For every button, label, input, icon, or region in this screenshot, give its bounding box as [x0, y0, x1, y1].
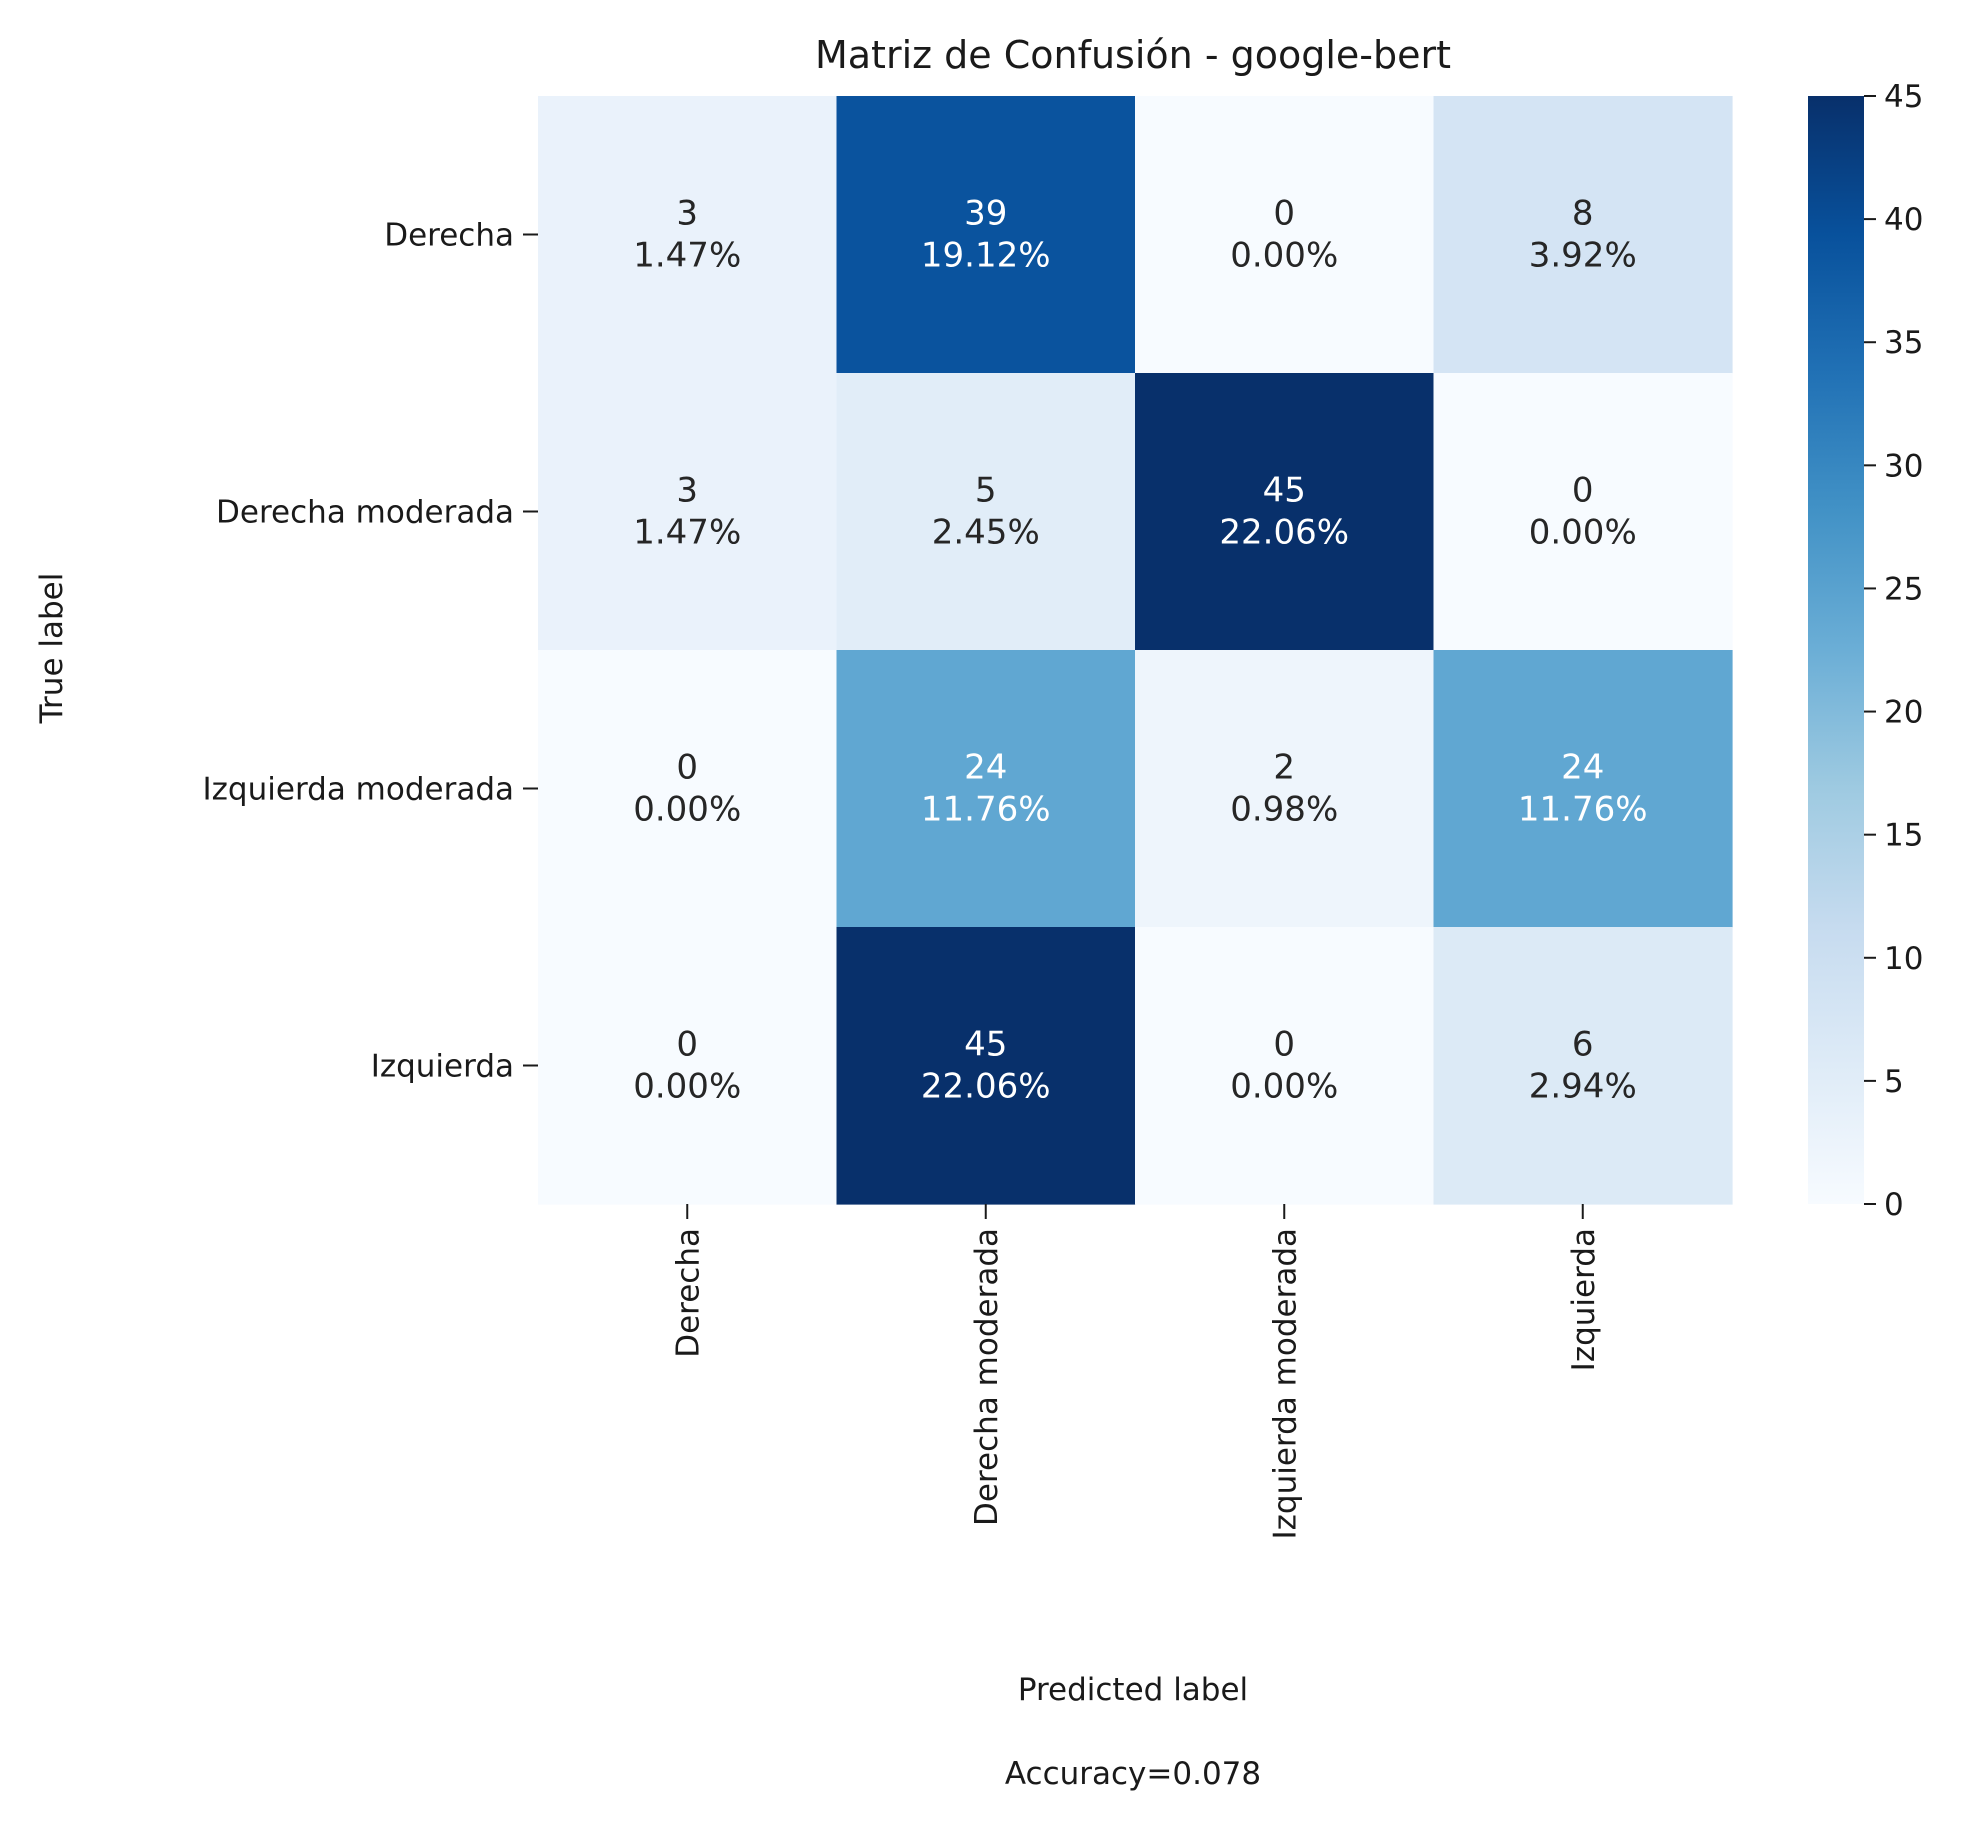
heatmap-cell: 00.00%: [1135, 927, 1435, 1205]
heatmap-cell: 62.94%: [1433, 927, 1733, 1205]
cell-percentage: 0.00%: [1230, 236, 1338, 276]
heatmap-cell: 31.47%: [538, 96, 838, 374]
heatmap-cell-fill: [1433, 650, 1733, 928]
cell-count: 2: [1273, 748, 1295, 788]
heatmap-cell: 20.98%: [1135, 650, 1435, 928]
heatmap-cell: 00.00%: [538, 650, 838, 928]
heatmap-cell-fill: [836, 96, 1136, 374]
x-axis-label: Predicted label: [1018, 1672, 1248, 1708]
heatmap-cell: 00.00%: [1135, 96, 1435, 374]
cell-percentage: 22.06%: [1219, 513, 1349, 553]
heatmap-cell: 52.45%: [836, 373, 1136, 651]
heatmap-cells: 31.47%3919.12%00.00%83.92%31.47%52.45%45…: [538, 96, 1733, 1205]
heatmap-cell-fill: [538, 373, 838, 651]
heatmap-cell-fill: [538, 650, 838, 928]
cell-percentage: 22.06%: [921, 1067, 1051, 1107]
cell-count: 0: [1572, 471, 1594, 511]
cell-count: 6: [1572, 1025, 1594, 1065]
heatmap-cell: 00.00%: [1433, 373, 1733, 651]
heatmap-cell: 31.47%: [538, 373, 838, 651]
x-tick-label: Derecha: [670, 1228, 706, 1358]
cell-percentage: 19.12%: [921, 236, 1051, 276]
cell-percentage: 11.76%: [1518, 790, 1648, 830]
cell-percentage: 0.00%: [633, 790, 741, 830]
cell-count: 0: [676, 748, 698, 788]
chart-title: Matriz de Confusión - google-bert: [815, 33, 1451, 77]
cell-count: 45: [1263, 471, 1306, 511]
cell-count: 24: [964, 748, 1007, 788]
cell-percentage: 0.00%: [1230, 1067, 1338, 1107]
x-tick-label: Izquierda moderada: [1267, 1228, 1303, 1539]
heatmap-cell: 00.00%: [538, 927, 838, 1205]
colorbar-tick-label: 25: [1884, 571, 1923, 607]
y-tick-labels: Derecha Derecha moderada Izquierda moderad…: [203, 218, 538, 1085]
cell-percentage: 0.98%: [1230, 790, 1338, 830]
cell-count: 3: [676, 471, 698, 511]
accuracy-footer: Accuracy=0.078: [1005, 1756, 1261, 1792]
cell-percentage: 0.00%: [1529, 513, 1637, 553]
y-tick-label: Derecha moderada: [216, 495, 514, 531]
y-tick-label: Izquierda moderada: [203, 772, 514, 808]
y-tick-label: Izquierda: [371, 1049, 514, 1085]
x-tick-label: Izquierda: [1566, 1228, 1602, 1371]
heatmap-cell-fill: [836, 650, 1136, 928]
x-tick-label: Derecha moderada: [969, 1228, 1005, 1526]
cell-count: 45: [964, 1025, 1007, 1065]
heatmap-cell-fill: [538, 96, 838, 374]
cell-count: 8: [1572, 194, 1594, 234]
colorbar-tick-label: 30: [1884, 448, 1923, 484]
cell-percentage: 11.76%: [921, 790, 1051, 830]
cell-percentage: 0.00%: [633, 1067, 741, 1107]
cell-count: 0: [1273, 194, 1295, 234]
cell-percentage: 2.94%: [1529, 1067, 1637, 1107]
colorbar-tick-label: 35: [1884, 325, 1923, 361]
cell-count: 39: [964, 194, 1007, 234]
colorbar-tick-label: 10: [1884, 941, 1923, 977]
cell-percentage: 1.47%: [633, 513, 741, 553]
cell-count: 3: [676, 194, 698, 234]
heatmap-cell-fill: [538, 927, 838, 1205]
cell-count: 24: [1561, 748, 1604, 788]
heatmap-cell-fill: [836, 373, 1136, 651]
heatmap-cell-fill: [1135, 927, 1435, 1205]
colorbar-tick-label: 40: [1884, 202, 1923, 238]
heatmap-cell-fill: [1433, 96, 1733, 374]
heatmap-cell-fill: [1135, 650, 1435, 928]
cell-count: 0: [676, 1025, 698, 1065]
y-tick-label: Derecha: [384, 218, 514, 254]
cell-percentage: 1.47%: [633, 236, 741, 276]
y-axis-label: True label: [34, 573, 70, 725]
heatmap-cell-fill: [1433, 927, 1733, 1205]
colorbar-ticks: 0 5 10 15 20 25 30 35 40 45: [1864, 79, 1923, 1223]
cell-percentage: 2.45%: [932, 513, 1040, 553]
colorbar: [1808, 96, 1864, 1204]
heatmap-cell-fill: [1433, 373, 1733, 651]
x-tick-labels: Derecha Derecha moderada Izquierda moderad…: [670, 1204, 1602, 1539]
cell-count: 0: [1273, 1025, 1295, 1065]
colorbar-tick-label: 15: [1884, 818, 1923, 854]
colorbar-tick-label: 0: [1884, 1187, 1904, 1223]
colorbar-tick-label: 20: [1884, 695, 1923, 731]
heatmap-cell-fill: [1135, 373, 1435, 651]
colorbar-tick-label: 45: [1884, 79, 1923, 115]
cell-count: 5: [975, 471, 997, 511]
heatmap-cell-fill: [1135, 96, 1435, 374]
cell-percentage: 3.92%: [1529, 236, 1637, 276]
heatmap-cell-fill: [836, 927, 1136, 1205]
heatmap-cell: 83.92%: [1433, 96, 1733, 374]
colorbar-tick-label: 5: [1884, 1064, 1904, 1100]
